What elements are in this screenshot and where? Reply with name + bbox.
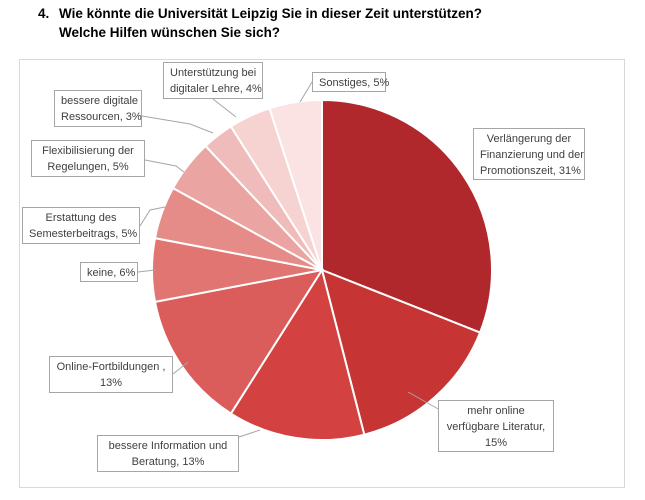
leader-line-6 (139, 206, 166, 227)
slice-label-line: Erstattung des (45, 212, 117, 224)
slice-label-5: keine, 6% (80, 262, 138, 282)
leader-line-4 (172, 361, 189, 375)
slice-label-line: bessere digitale (61, 95, 139, 107)
question-number: 4. (38, 6, 50, 21)
slice-label-line: Sonstiges, 5% (319, 77, 390, 89)
slice-label-10: Sonstiges, 5% (312, 72, 390, 92)
leader-line-10 (299, 81, 313, 103)
slice-label-line: Unterstützung bei (170, 67, 257, 79)
pie-slice-2 (320, 268, 482, 436)
slice-label-line: bessere Information und (108, 440, 228, 452)
question-line-1: Wie könnte die Universität Leipzig Sie i… (59, 6, 482, 21)
slice-label-8: bessere digitale Ressourcen, 3% (54, 90, 142, 127)
slice-label-line: Verlängerung der (486, 133, 572, 145)
pie-slice-4 (153, 268, 325, 415)
slice-label-line: digitaler Lehre, 4% (170, 83, 262, 95)
slice-label-line: Promotionszeit, 31% (480, 165, 581, 177)
pie-slice-3 (229, 267, 366, 441)
slice-label-line: Regelungen, 5% (47, 161, 129, 173)
slice-label-line: verfügbare Literatur, (446, 421, 546, 433)
slice-label-line: Online-Fortbildungen , (56, 361, 166, 373)
slice-label-line: 15% (484, 437, 508, 449)
slice-label-line: keine, 6% (87, 267, 136, 279)
leader-line-3 (238, 429, 261, 438)
slice-label-line: Semesterbeitrags, 5% (29, 228, 138, 240)
slice-label-3: bessere Information und Beratung, 13% (97, 435, 239, 472)
question-line-2: Welche Hilfen wünschen Sie sich? (59, 25, 281, 40)
leader-line-8 (141, 115, 214, 134)
slice-label-line: Flexibilisierung der (42, 145, 134, 157)
slice-label-2: mehr online verfügbare Literatur, 15% (438, 400, 554, 452)
pie-slice-10 (268, 98, 323, 271)
leader-line-5 (137, 269, 156, 273)
slice-label-7: Flexibilisierung der Regelungen, 5% (31, 140, 145, 177)
slice-label-line: mehr online (467, 405, 525, 417)
slice-label-1: Verlängerung der Finanzierung und der Prom… (473, 128, 585, 180)
slice-label-line: 13% (99, 377, 123, 389)
slice-label-line: Beratung, 13% (131, 456, 205, 468)
leader-line-2 (407, 391, 441, 411)
slice-label-4: Online-Fortbildungen , 13% (49, 356, 173, 393)
slice-label-line: Ressourcen, 3% (61, 111, 142, 123)
slice-label-9: Unterstützung bei digitaler Lehre, 4% (163, 62, 263, 99)
slice-label-line: Finanzierung und der (480, 149, 584, 161)
leader-line-7 (144, 159, 185, 173)
leader-line-9 (212, 98, 237, 118)
pie-slice-1 (321, 98, 493, 334)
slice-label-6: Erstattung des Semesterbeitrags, 5% (22, 207, 140, 244)
